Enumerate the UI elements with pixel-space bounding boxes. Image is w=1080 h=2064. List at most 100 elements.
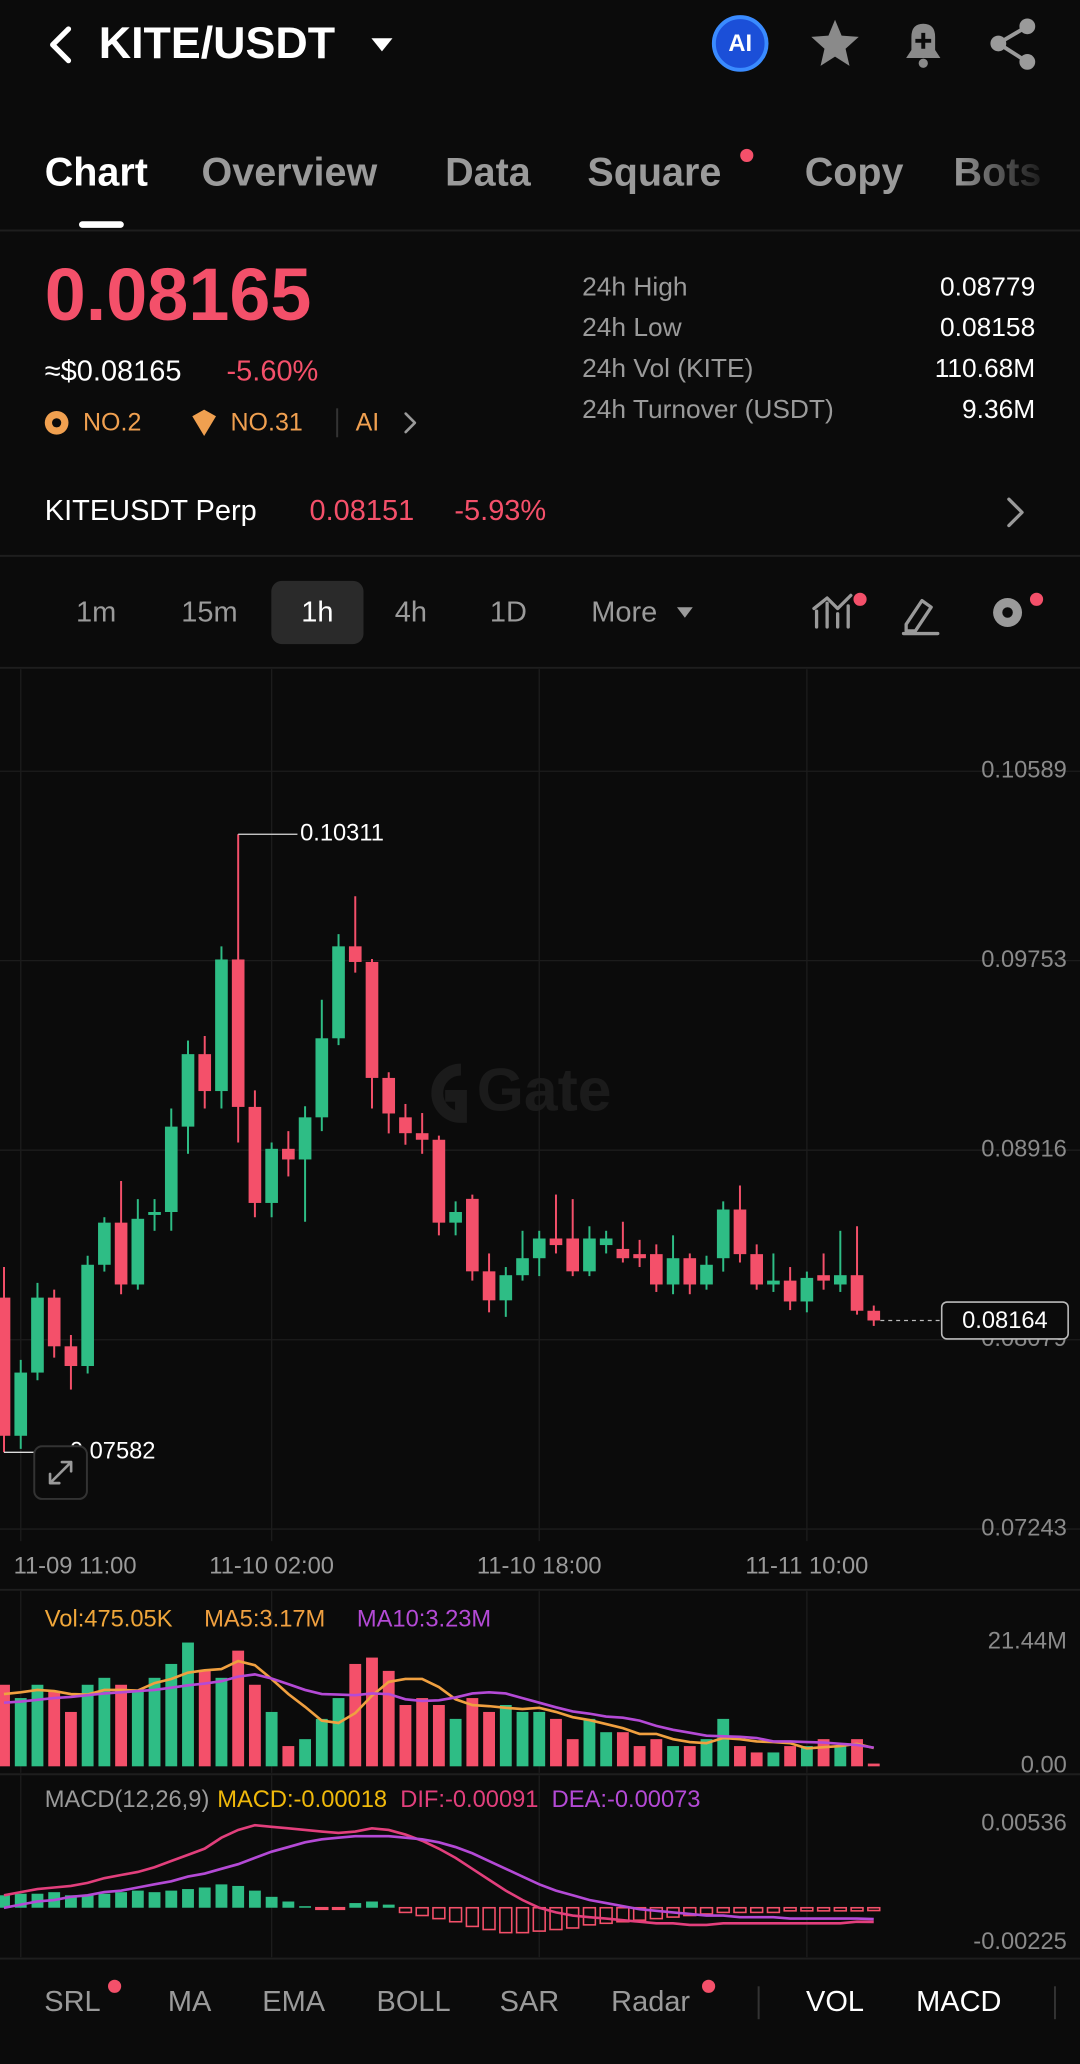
tab[interactable]: Square: [587, 151, 721, 195]
macd-bar: [599, 1906, 613, 1925]
volume-bar: [667, 1746, 679, 1767]
candle-body: [332, 946, 345, 1039]
stat-value: 0.08158: [940, 312, 1035, 342]
interval[interactable]: 1D: [490, 596, 527, 628]
candle-body: [0, 1297, 11, 1436]
indicator-tab[interactable]: MA: [168, 1986, 212, 2018]
candle-body: [215, 959, 228, 1092]
tab[interactable]: Copy: [805, 151, 904, 195]
tab[interactable]: Data: [445, 151, 532, 195]
volume-bar: [315, 1718, 328, 1767]
volume-bar: [449, 1718, 462, 1767]
stat-value: 9.36M: [962, 394, 1035, 424]
ai-button[interactable]: [711, 15, 769, 72]
legend-entry: MA5:3.17M: [204, 1606, 325, 1632]
volume-bar: [282, 1746, 295, 1767]
tab-indicator: [79, 221, 124, 228]
candle-body: [733, 1209, 747, 1255]
volume-bar: [683, 1746, 696, 1767]
volume-bar: [784, 1746, 797, 1767]
volume-bar: [14, 1698, 27, 1767]
macd-bar: [716, 1906, 730, 1914]
indicator-tab-active[interactable]: MACD: [916, 1986, 1001, 2018]
indicator-tab-active[interactable]: VOL: [806, 1986, 864, 2018]
rank-badge[interactable]: NO.31: [230, 409, 302, 437]
candle-body: [148, 1212, 161, 1215]
watermark-logo: [431, 1063, 467, 1123]
candle-body: [700, 1264, 713, 1285]
y-tick-label: 0.07243: [981, 1515, 1067, 1541]
indicator-tab[interactable]: Radar: [611, 1986, 690, 2018]
current-price-box: [940, 1301, 1069, 1340]
candle-body: [783, 1280, 797, 1302]
interval[interactable]: More: [591, 596, 657, 628]
tab[interactable]: Overview: [202, 151, 378, 195]
y-tick-label: 0.10589: [981, 758, 1067, 784]
candle-body: [47, 1297, 61, 1347]
macd-bar: [14, 1893, 27, 1908]
candle-body: [315, 1038, 329, 1118]
perp-name[interactable]: KITEUSDT Perp: [45, 495, 257, 527]
chevron[interactable]: [1007, 497, 1024, 528]
volume-bar: [366, 1657, 378, 1767]
draw-icon[interactable]: [901, 598, 940, 636]
macd-bar: [398, 1906, 413, 1914]
ai-label[interactable]: AI: [728, 31, 752, 57]
indicator-line: [3, 1673, 874, 1749]
candle-body: [650, 1254, 663, 1285]
macd-bar: [632, 1906, 647, 1921]
y-tick-label: 0.08916: [981, 1136, 1067, 1162]
candle-body: [81, 1264, 94, 1367]
indicator-icon[interactable]: [812, 593, 853, 629]
indicator-tab[interactable]: SAR: [500, 1986, 560, 2018]
dropdown-caret[interactable]: [676, 607, 693, 618]
interval[interactable]: 1m: [76, 596, 116, 628]
volume-bar: [533, 1711, 546, 1767]
interval-selected[interactable]: 1h: [301, 596, 333, 628]
notification-dot: [108, 1979, 122, 1993]
volume-bar: [248, 1684, 261, 1767]
favorite-icon[interactable]: [811, 19, 859, 66]
macd-bar: [265, 1896, 278, 1908]
stat-value: 0.08779: [940, 271, 1035, 301]
candle-body: [833, 1275, 847, 1285]
macd-bar: [465, 1906, 480, 1928]
volume-bar: [851, 1739, 863, 1767]
candle-body: [800, 1277, 814, 1302]
interval[interactable]: 15m: [181, 596, 237, 628]
indicator-tab[interactable]: SRL: [44, 1986, 100, 2018]
max-marker-label: 0.10311: [300, 820, 384, 846]
volume-bar: [767, 1752, 780, 1767]
perp-price: 0.08151: [310, 495, 415, 527]
stat-label: 24h High: [582, 271, 687, 301]
pair-title[interactable]: KITE/USDT: [99, 18, 335, 68]
interval[interactable]: 4h: [395, 596, 427, 628]
macd-bar: [366, 1901, 378, 1908]
macd-bar: [81, 1895, 94, 1908]
macd-bar: [382, 1904, 395, 1908]
chevron[interactable]: [404, 412, 417, 434]
candle-body: [98, 1222, 111, 1265]
macd-bar: [499, 1906, 513, 1934]
settings-icon-hole: [1002, 607, 1013, 618]
volume-bar: [64, 1711, 77, 1767]
expand-icon: [48, 1460, 73, 1485]
candle-body: [282, 1148, 295, 1160]
back-button[interactable]: [50, 26, 72, 64]
rank-badge[interactable]: NO.2: [83, 409, 141, 437]
indicator-line: [3, 1659, 875, 1750]
rank-icon-dot: [52, 418, 62, 428]
rank-badge[interactable]: AI: [356, 409, 380, 437]
candle-body: [867, 1310, 881, 1321]
macd-bar: [867, 1906, 881, 1912]
macd-bar: [165, 1890, 178, 1908]
tab[interactable]: Bots: [954, 151, 1042, 195]
indicator-tab[interactable]: BOLL: [377, 1986, 451, 2018]
candle-body: [432, 1139, 446, 1223]
tab-active[interactable]: Chart: [45, 151, 148, 195]
volume-bar: [0, 1684, 10, 1767]
indicator-tab[interactable]: EMA: [262, 1986, 325, 2018]
pair-dropdown[interactable]: [371, 38, 393, 52]
share-icon[interactable]: [990, 18, 1036, 70]
